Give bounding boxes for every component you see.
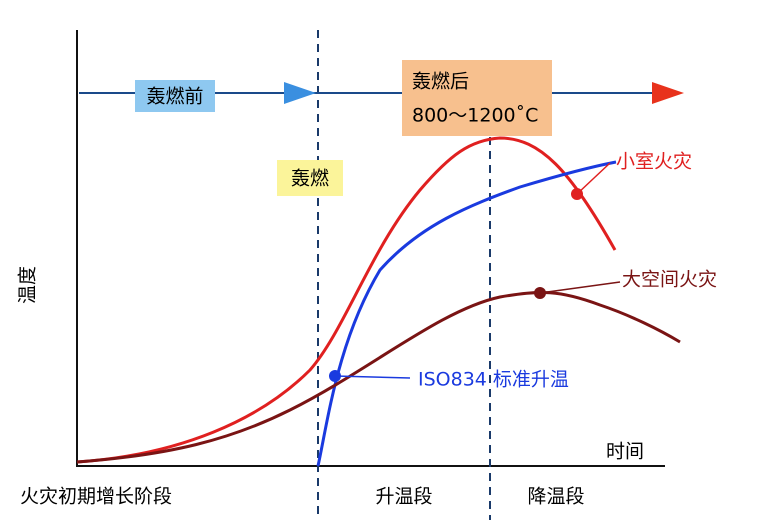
small-room-curve: [76, 136, 617, 464]
stage-label: 火灾初期增长阶段: [20, 486, 172, 508]
post-flashover: 轰燃后: [412, 71, 469, 93]
marker: [571, 188, 583, 200]
label-box: [277, 160, 343, 196]
y-axis-label: 温度: [17, 266, 39, 304]
large-space-label: 大空间火灾: [622, 269, 717, 291]
large-space-curve: [76, 291, 681, 464]
timeline-arrow: [652, 82, 684, 104]
post-flashover-temp: 800～1200˚C: [412, 105, 538, 127]
x-axis-label: 时间: [606, 441, 644, 463]
leader: [539, 281, 621, 294]
stage-label: 升温段: [375, 486, 432, 508]
marker: [329, 370, 341, 382]
iso834-curve: [316, 160, 617, 467]
stage-label: 降温段: [527, 486, 584, 508]
pre-flashover: 轰燃前: [146, 86, 203, 108]
marker: [534, 287, 546, 299]
label-box: [135, 80, 215, 112]
label-box: [402, 60, 552, 136]
flashover: 轰燃: [291, 168, 329, 190]
leader: [334, 375, 411, 379]
small-room-label: 小室火灾: [616, 151, 692, 173]
leader: [576, 162, 611, 195]
timeline-arrow: [284, 82, 316, 104]
iso834-label: ISO834 标准升温: [418, 369, 569, 391]
